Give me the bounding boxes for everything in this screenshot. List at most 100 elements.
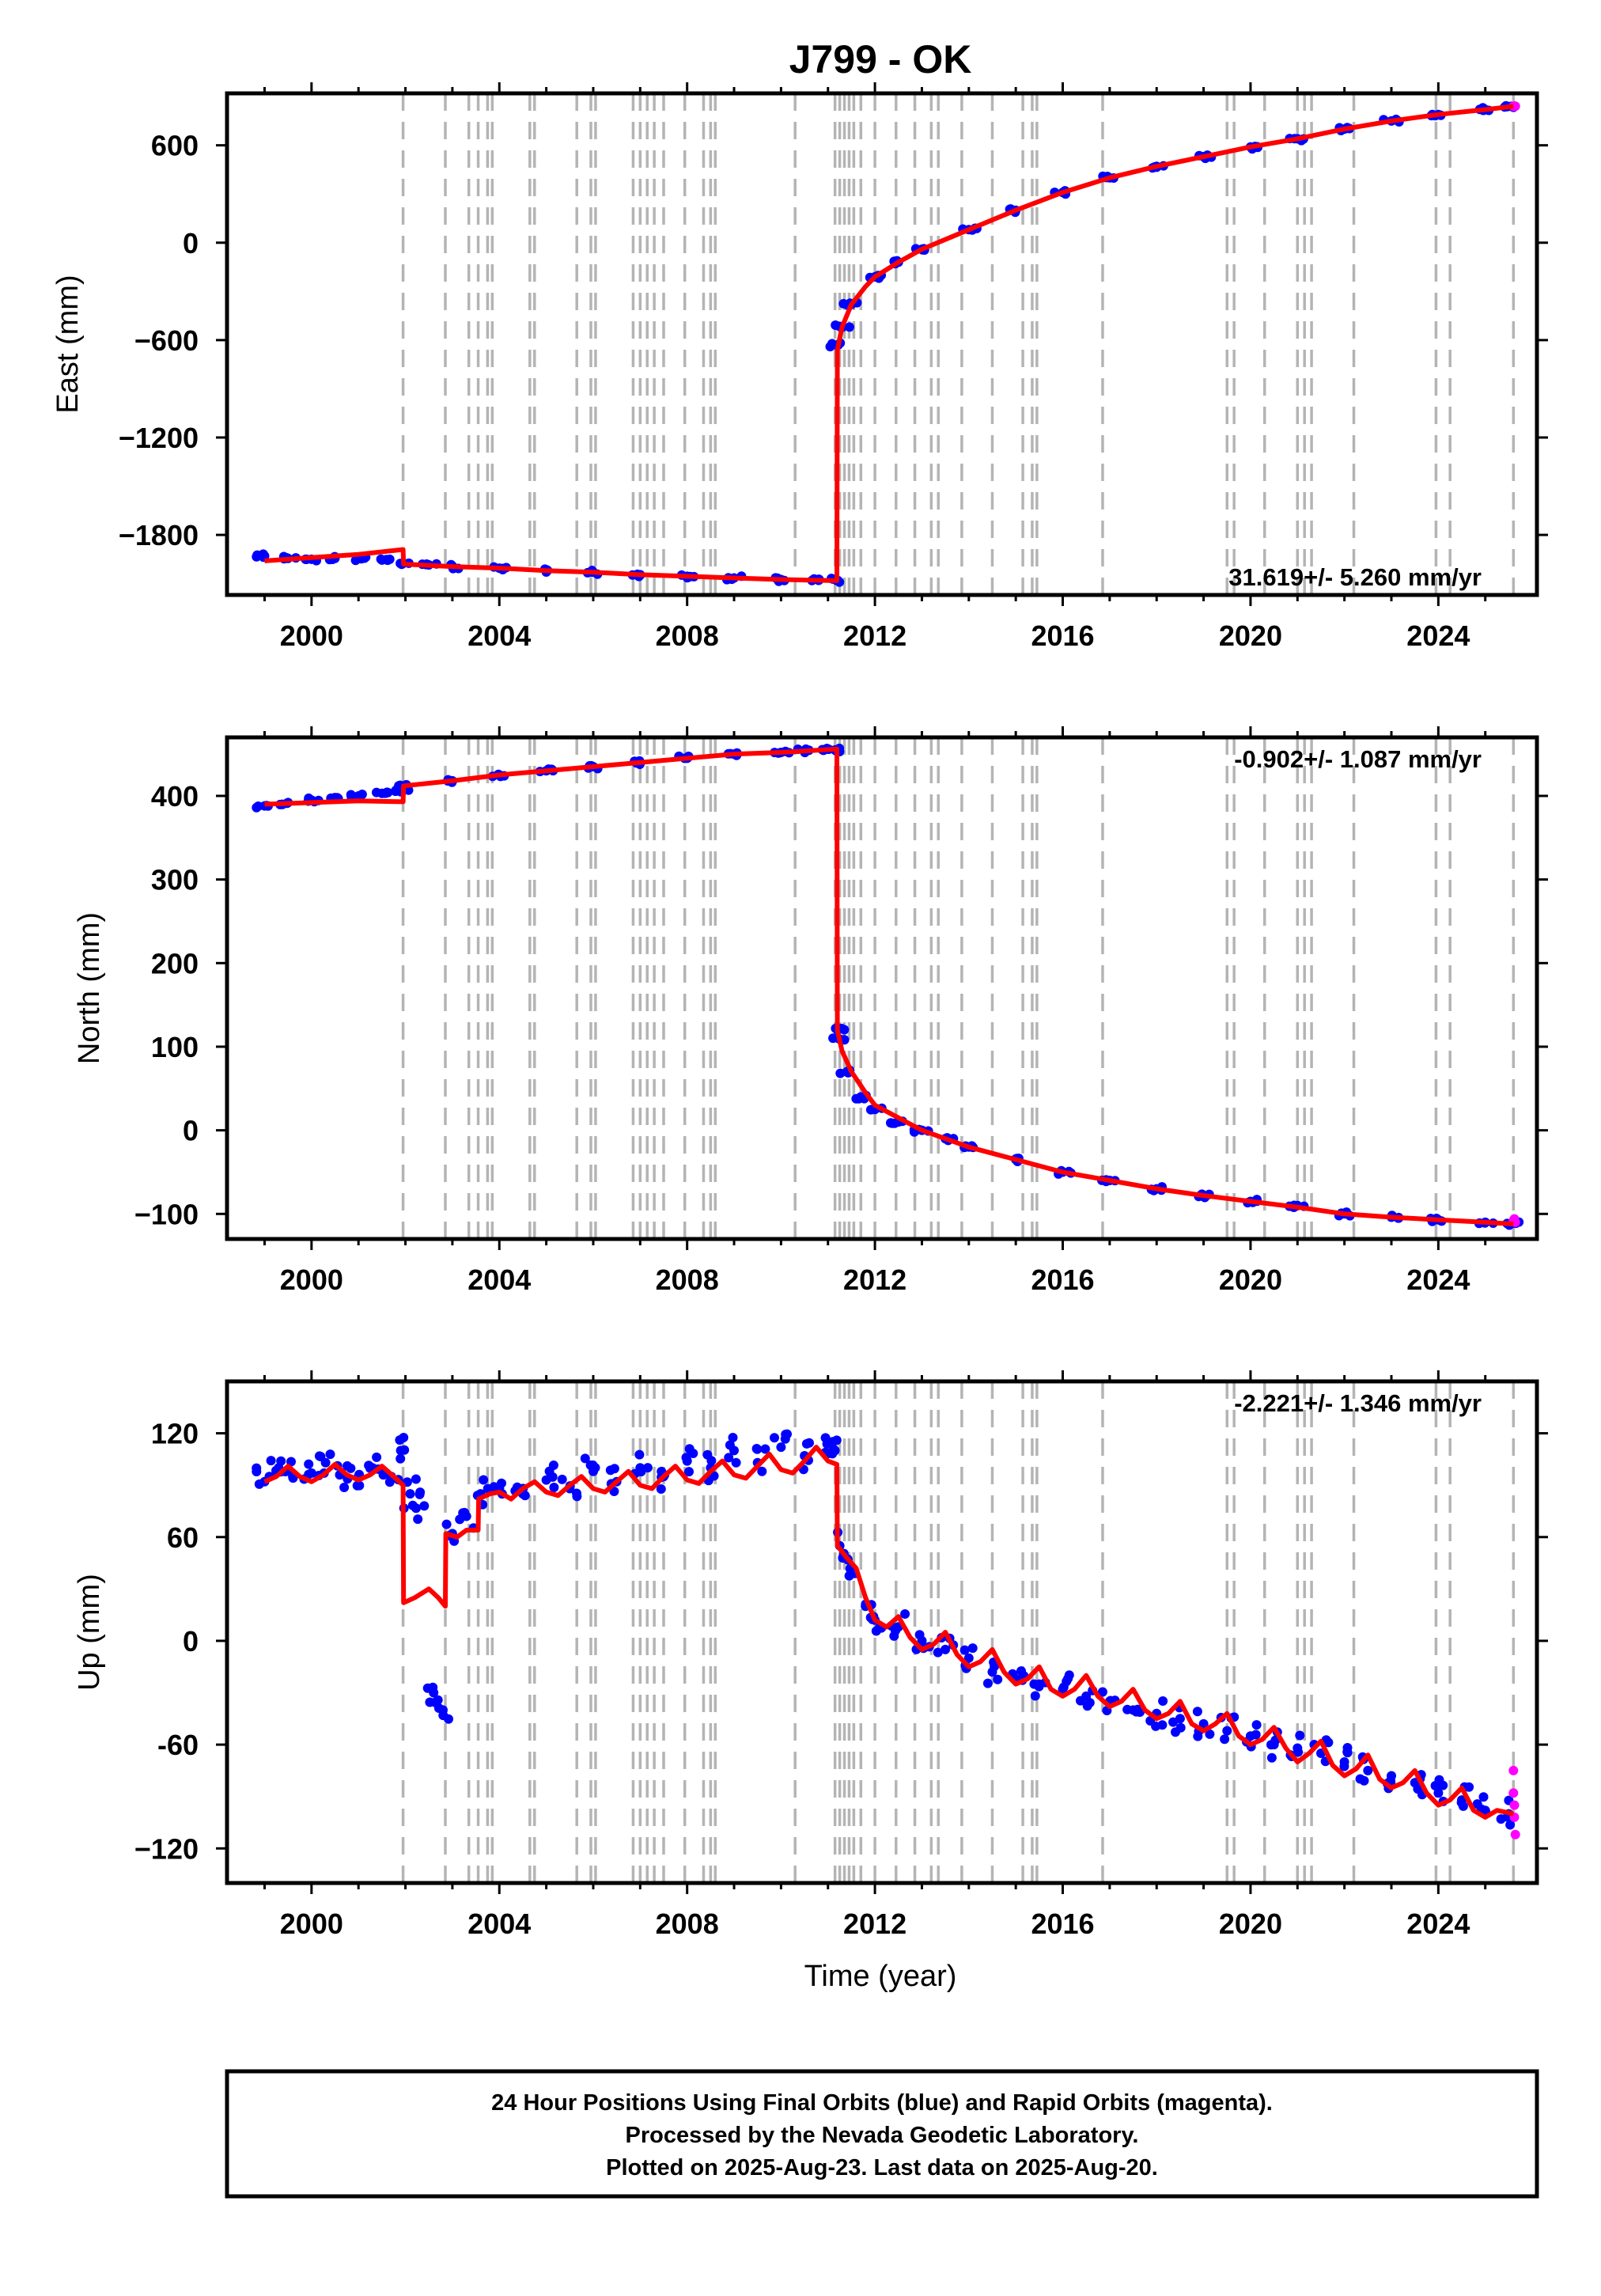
final-orbit-point — [1456, 1798, 1467, 1808]
final-orbit-point — [1363, 1765, 1373, 1775]
final-orbit-point — [1472, 1799, 1482, 1809]
up-data — [252, 1429, 1520, 1839]
up-model-line — [263, 1445, 1514, 1820]
up-velocity-label: -2.221+/- 1.346 mm/yr — [1234, 1389, 1482, 1417]
east-velocity-label: 31.619+/- 5.260 mm/yr — [1228, 563, 1482, 591]
east-x-tick-label: 2000 — [280, 619, 343, 652]
north-y-axis-label: North (mm) — [73, 912, 106, 1064]
north-y-tick-label: 0 — [183, 1115, 199, 1147]
x-axis-label: Time (year) — [804, 1960, 957, 1993]
north-y-tick-label: 200 — [151, 947, 199, 979]
final-orbit-point — [1192, 1707, 1202, 1717]
final-orbit-point — [357, 790, 367, 799]
north-x-tick-label: 2020 — [1219, 1264, 1282, 1296]
final-orbit-point — [728, 1433, 738, 1442]
final-orbit-point — [889, 1631, 899, 1641]
final-orbit-point — [372, 1452, 382, 1462]
final-orbit-point — [865, 1104, 876, 1115]
rapid-orbit-point — [1508, 1765, 1519, 1775]
final-orbit-point — [1438, 1780, 1448, 1790]
east-y-tick-label: 0 — [183, 227, 199, 260]
final-orbit-point — [1220, 1734, 1230, 1745]
final-orbit-point — [422, 1683, 433, 1693]
final-orbit-point — [384, 1477, 395, 1487]
rapid-orbit-point — [1508, 1788, 1519, 1798]
final-orbit-point — [254, 1479, 264, 1489]
final-orbit-point — [411, 1474, 421, 1484]
final-orbit-point — [252, 1463, 262, 1473]
up-x-tick-label: 2024 — [1406, 1908, 1470, 1940]
final-orbit-point — [822, 1439, 832, 1449]
final-orbit-point — [828, 1033, 838, 1044]
final-orbit-point — [831, 320, 841, 330]
east-y-tick-label: −600 — [134, 324, 199, 357]
final-orbit-point — [316, 1452, 326, 1461]
east-x-tick-label: 2012 — [843, 619, 906, 652]
final-orbit-point — [827, 339, 837, 349]
up-x-tick-label: 2012 — [843, 1908, 906, 1940]
final-orbit-point — [458, 1509, 468, 1518]
east-data — [252, 100, 1520, 587]
east-x-tick-label: 2004 — [467, 619, 531, 652]
final-orbit-point — [827, 1449, 838, 1459]
final-orbit-point — [1266, 1752, 1277, 1763]
final-orbit-point — [266, 1456, 276, 1466]
final-orbit-point — [724, 1453, 734, 1463]
final-orbit-point — [831, 1435, 842, 1445]
final-orbit-point — [1076, 1695, 1085, 1706]
final-orbit-point — [702, 1449, 713, 1460]
final-orbit-point — [1168, 1717, 1179, 1727]
final-orbit-point — [725, 1440, 735, 1450]
final-orbit-point — [1266, 1740, 1276, 1750]
north-x-tick-label: 2000 — [280, 1264, 343, 1296]
final-orbit-point — [419, 1501, 430, 1511]
north-x-tick-label: 2004 — [467, 1264, 531, 1296]
final-orbit-point — [415, 1487, 426, 1498]
final-orbit-point — [982, 1678, 993, 1688]
final-orbit-point — [376, 554, 386, 564]
final-orbit-point — [1030, 1691, 1040, 1701]
final-orbit-point — [1359, 1775, 1369, 1786]
east-offset-lines — [401, 93, 1516, 595]
final-orbit-point — [835, 1068, 846, 1078]
final-orbit-point — [253, 801, 263, 811]
final-orbit-point — [580, 1453, 590, 1464]
final-orbit-point — [776, 1442, 786, 1453]
east-y-tick-label: 600 — [151, 130, 199, 162]
final-orbit-point — [967, 1643, 978, 1654]
final-orbit-point — [1157, 1720, 1168, 1730]
up-x-tick-label: 2016 — [1031, 1908, 1094, 1940]
final-orbit-point — [384, 554, 395, 564]
final-orbit-point — [851, 1093, 861, 1104]
final-orbit-point — [1505, 1820, 1516, 1830]
caption-line-processor: Processed by the Nevada Geodetic Laborat… — [626, 2123, 1139, 2148]
final-orbit-point — [1097, 1687, 1107, 1697]
final-orbit-point — [1323, 1737, 1334, 1748]
final-orbit-point — [1430, 1781, 1440, 1790]
final-orbit-point — [339, 1483, 350, 1492]
final-orbit-point — [380, 788, 391, 798]
up-y-tick-label: 0 — [183, 1625, 199, 1658]
final-orbit-point — [1222, 1726, 1232, 1736]
north-y-tick-label: 100 — [151, 1031, 199, 1063]
north-panel: 2000 2004 2008 2012 2016 2020 2024 400 300 200 100… — [73, 726, 1548, 1296]
final-orbit-point — [1478, 1792, 1489, 1802]
final-orbit-point — [845, 322, 854, 332]
north-x-tick-label: 2024 — [1406, 1264, 1470, 1296]
final-orbit-point — [1251, 1730, 1261, 1740]
final-orbit-point — [1342, 1748, 1353, 1758]
final-orbit-point — [941, 1644, 951, 1654]
final-orbit-point — [557, 1474, 567, 1484]
final-orbit-point — [782, 1429, 792, 1439]
final-orbit-point — [413, 1514, 423, 1525]
final-orbit-point — [1251, 1720, 1262, 1730]
final-orbit-point — [405, 1489, 415, 1499]
east-plot-frame — [225, 91, 1539, 597]
north-plot-frame — [225, 735, 1539, 1241]
final-orbit-point — [549, 1483, 559, 1492]
final-orbit-point — [871, 1626, 881, 1636]
up-y-axis-label: Up (mm) — [73, 1574, 106, 1691]
final-orbit-point — [656, 1484, 666, 1494]
north-y-tick-label: 300 — [151, 864, 199, 896]
final-orbit-point — [770, 1433, 779, 1443]
